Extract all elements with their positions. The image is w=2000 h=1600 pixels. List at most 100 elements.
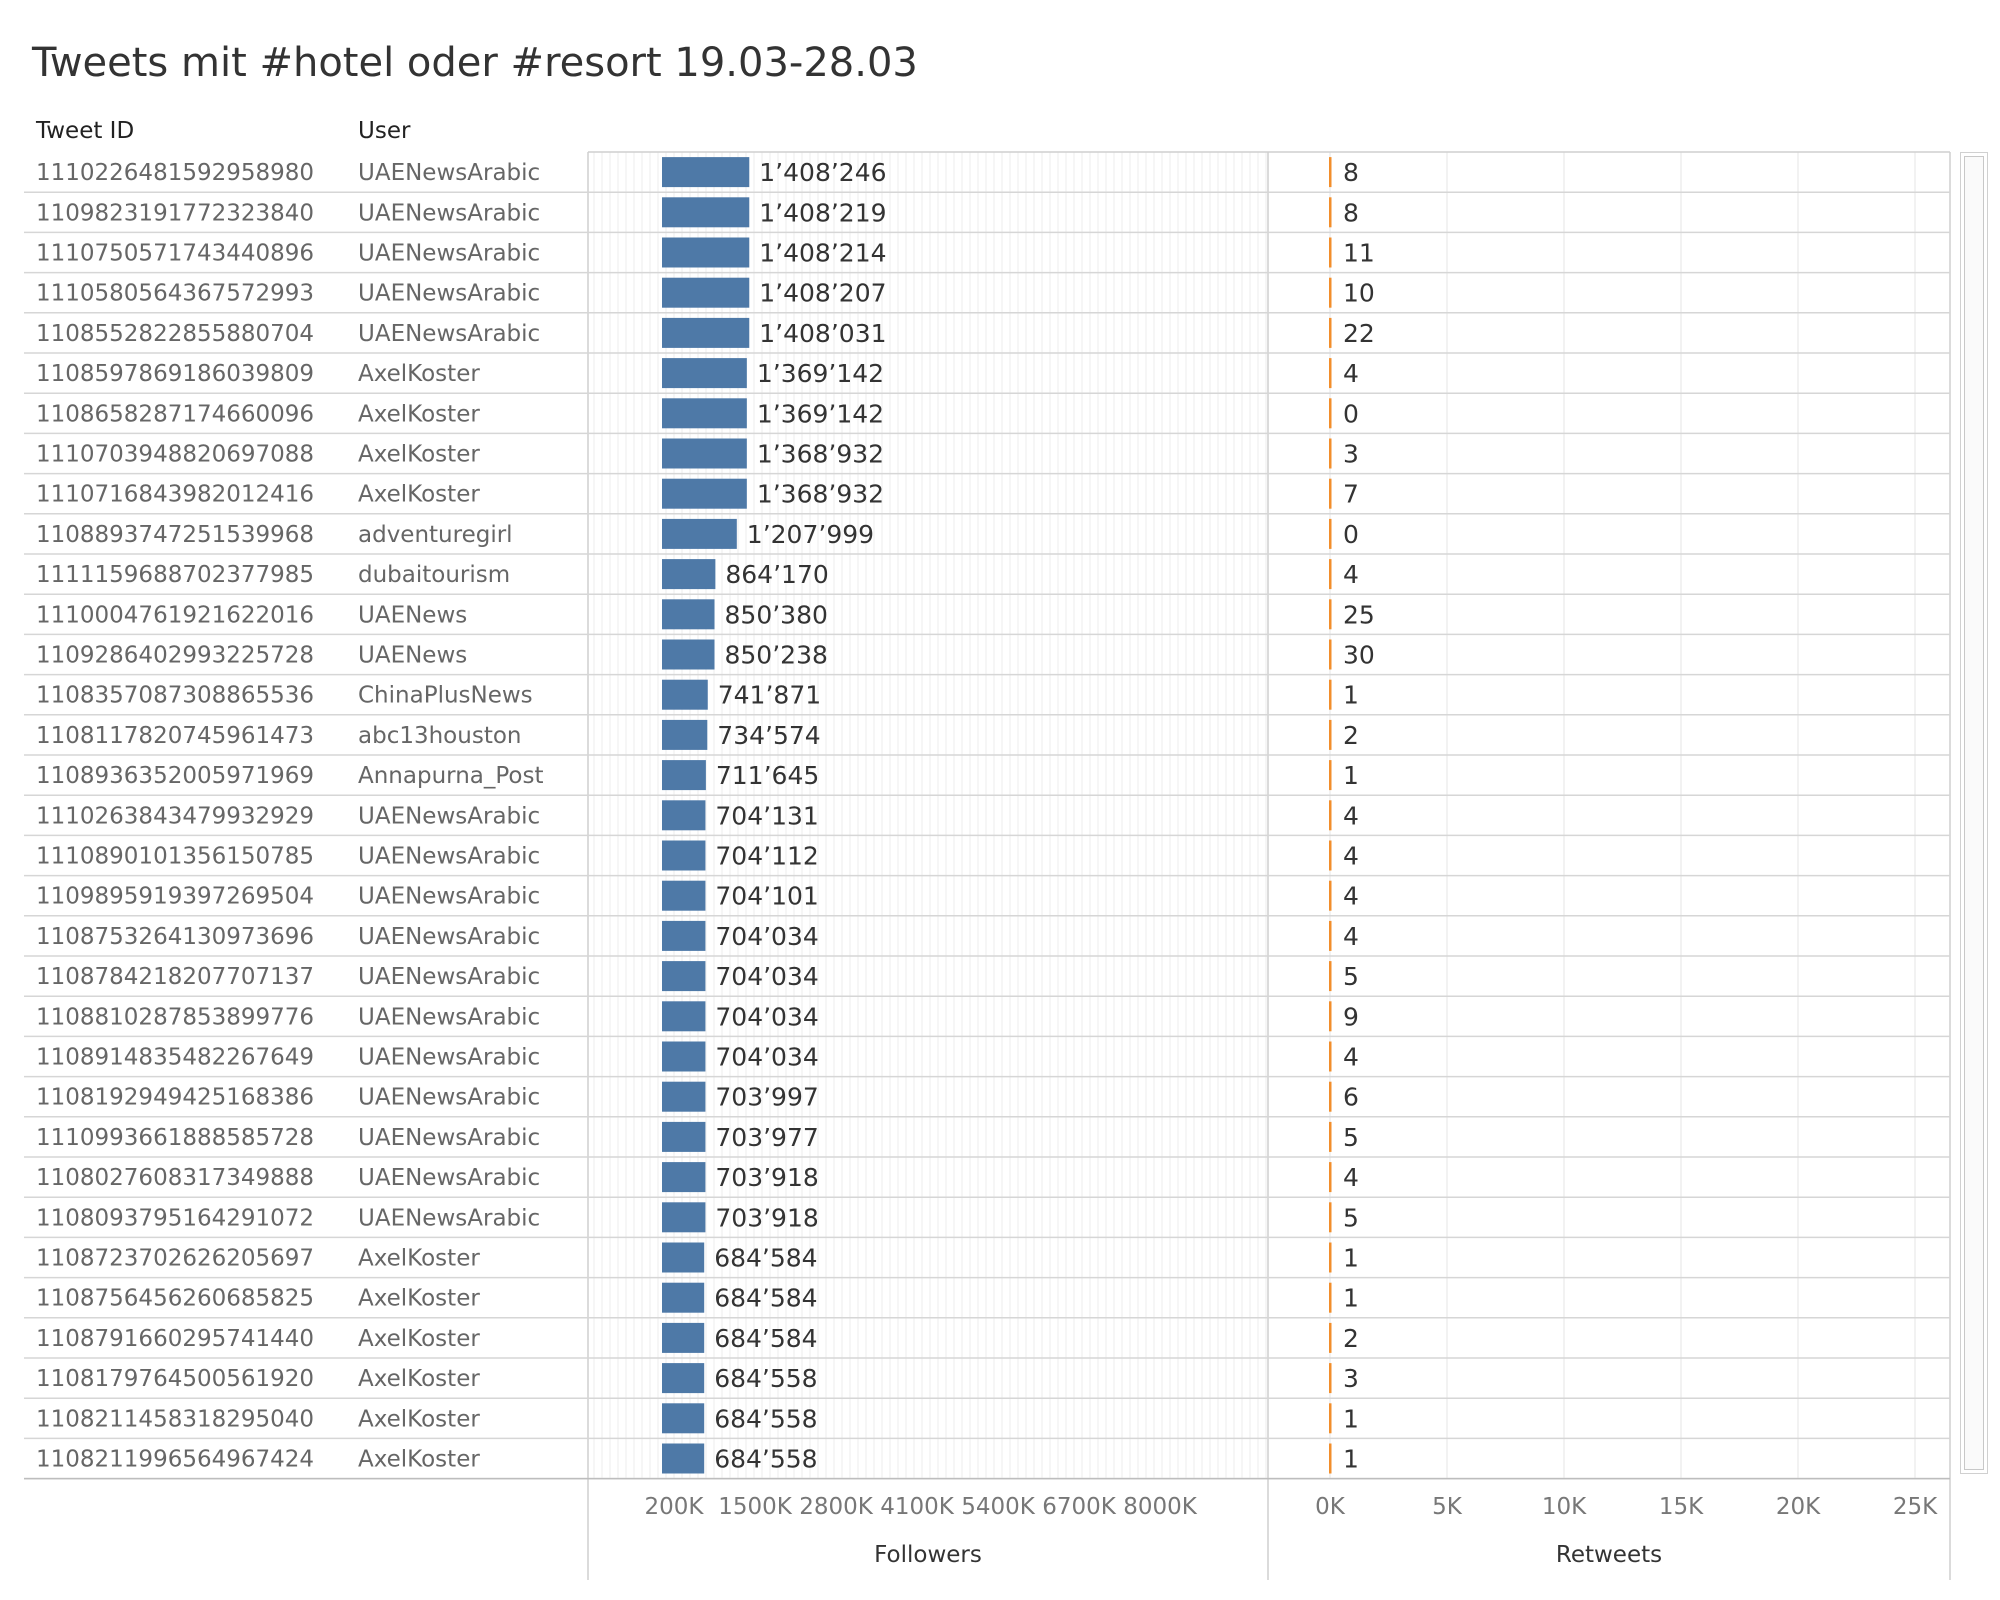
- retweets-bar: [1329, 719, 1332, 750]
- retweets-bar: [1329, 1443, 1332, 1474]
- followers-bar: [662, 719, 708, 750]
- followers-bar: [662, 1121, 706, 1152]
- tweet-id-cell: 1108117820745961473: [36, 723, 314, 749]
- retweets-bar: [1329, 920, 1332, 951]
- retweets-bar: [1329, 961, 1332, 992]
- retweets-label: 1: [1343, 1244, 1359, 1273]
- followers-label: 703’997: [715, 1083, 818, 1112]
- retweets-bar: [1329, 679, 1332, 710]
- followers-bar: [662, 961, 706, 992]
- tweet-id-cell: 1108357087308865536: [36, 683, 314, 709]
- tweet-id-cell: 1108753264130973696: [36, 924, 314, 950]
- tweet-id-cell: 1110004761921622016: [36, 602, 314, 628]
- followers-bar: [662, 1363, 705, 1394]
- tweet-id-cell: 1110716843982012416: [36, 482, 314, 508]
- tweet-id-cell: 1111159688702377985: [36, 562, 314, 588]
- followers-label: 684’558: [714, 1404, 817, 1433]
- retweets-bar: [1329, 237, 1332, 268]
- retweets-label: 1: [1343, 761, 1359, 790]
- followers-label: 684’558: [714, 1364, 817, 1393]
- retweets-bar: [1329, 277, 1332, 308]
- tweet-id-cell: 1110703948820697088: [36, 442, 314, 468]
- retweets-label: 4: [1343, 359, 1359, 388]
- retweets-label: 9: [1343, 1002, 1359, 1031]
- retweets-label: 7: [1343, 480, 1359, 509]
- followers-bar: [662, 679, 708, 710]
- followers-label: 704’034: [715, 1043, 818, 1072]
- tweet-id-cell: 1108658287174660096: [36, 401, 314, 427]
- retweets-bar: [1329, 760, 1332, 791]
- retweets-label: 1: [1343, 1445, 1359, 1474]
- user-cell: UAENewsArabic: [358, 200, 540, 226]
- retweets-bar: [1329, 358, 1332, 389]
- retweets-label: 3: [1343, 1364, 1359, 1393]
- tweet-id-cell: 1109286402993225728: [36, 643, 314, 669]
- followers-label: 704’101: [715, 882, 818, 911]
- retweets-label: 11: [1343, 239, 1375, 268]
- followers-label: 684’584: [714, 1284, 817, 1313]
- followers-bar: [662, 760, 706, 791]
- followers-bar: [662, 518, 737, 549]
- retweets-tick-label: 20K: [1776, 1494, 1821, 1520]
- followers-label: 703’918: [715, 1203, 818, 1232]
- followers-bar: [662, 1443, 705, 1474]
- user-cell: AxelKoster: [358, 442, 480, 468]
- user-cell: UAENewsArabic: [358, 1045, 540, 1071]
- user-cell: AxelKoster: [358, 1246, 480, 1272]
- user-cell: AxelKoster: [358, 361, 480, 387]
- user-cell: AxelKoster: [358, 1326, 480, 1352]
- retweets-label: 1: [1343, 1284, 1359, 1313]
- followers-bar: [662, 920, 706, 951]
- tweet-id-cell: 1109823191772323840: [36, 200, 314, 226]
- followers-tick-label: 2800K: [799, 1494, 874, 1520]
- user-cell: Annapurna_Post: [358, 763, 544, 789]
- followers-bar: [662, 880, 706, 911]
- followers-label: 703’918: [715, 1163, 818, 1192]
- retweets-bar: [1329, 1162, 1332, 1193]
- followers-bar: [662, 1162, 706, 1193]
- followers-bar: [662, 800, 706, 831]
- user-cell: UAENews: [358, 643, 467, 669]
- column-header-tweet-id[interactable]: Tweet ID: [36, 118, 135, 144]
- user-cell: abc13houston: [358, 723, 521, 749]
- user-cell: adventuregirl: [358, 522, 513, 548]
- followers-label: 1’408’219: [759, 198, 886, 227]
- retweets-label: 25: [1343, 600, 1375, 629]
- followers-label: 704’034: [715, 1002, 818, 1031]
- followers-label: 1’408’207: [759, 279, 886, 308]
- user-cell: UAENewsArabic: [358, 241, 540, 267]
- tweet-id-cell: 1108914835482267649: [36, 1045, 314, 1071]
- followers-label: 1’207’999: [747, 520, 874, 549]
- followers-label: 1’368’932: [757, 480, 884, 509]
- user-cell: UAENewsArabic: [358, 321, 540, 347]
- tweet-id-cell: 1108893747251539968: [36, 522, 314, 548]
- retweets-label: 10: [1343, 279, 1375, 308]
- tweet-id-cell: 1108179764500561920: [36, 1366, 314, 1392]
- retweets-label: 2: [1343, 1324, 1359, 1353]
- followers-label: 684’584: [714, 1244, 817, 1273]
- retweets-bar: [1329, 1363, 1332, 1394]
- followers-label: 703’977: [715, 1123, 818, 1152]
- followers-tick-label: 200K: [645, 1494, 705, 1520]
- tweet-id-cell: 1108784218207707137: [36, 964, 314, 990]
- followers-bar: [662, 1282, 705, 1313]
- followers-label: 704’131: [715, 801, 818, 830]
- retweets-label: 3: [1343, 440, 1359, 469]
- retweets-tick-label: 15K: [1659, 1494, 1704, 1520]
- followers-bar: [662, 277, 750, 308]
- tweet-id-cell: 1108723702626205697: [36, 1246, 314, 1272]
- followers-bar: [662, 1242, 705, 1273]
- retweets-bar: [1329, 1282, 1332, 1313]
- followers-axis-title: Followers: [874, 1542, 982, 1568]
- followers-bar: [662, 559, 716, 590]
- retweets-bar: [1329, 197, 1332, 228]
- retweets-bar: [1329, 880, 1332, 911]
- tweet-id-cell: 1110993661888585728: [36, 1125, 314, 1151]
- retweets-bar: [1329, 1001, 1332, 1032]
- followers-bar: [662, 438, 747, 469]
- scrollbar-thumb[interactable]: [1964, 156, 1984, 1470]
- tweet-id-cell: 1108597869186039809: [36, 361, 314, 387]
- user-cell: UAENewsArabic: [358, 1125, 540, 1151]
- column-header-user[interactable]: User: [358, 118, 411, 144]
